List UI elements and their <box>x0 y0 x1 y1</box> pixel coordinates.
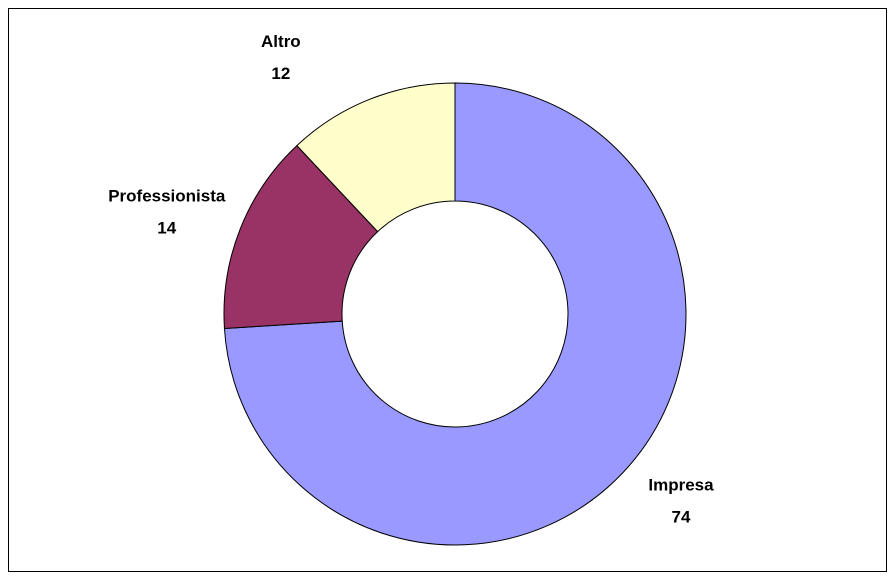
data-label-name: Altro <box>261 32 301 51</box>
data-label-name: Professionista <box>108 186 226 205</box>
data-label-value: 74 <box>672 508 691 527</box>
donut-slice <box>296 82 456 233</box>
data-label-value: 14 <box>157 218 176 237</box>
data-label-name: Impresa <box>648 476 714 495</box>
data-label-value: 12 <box>271 64 290 83</box>
donut-slice <box>223 82 687 546</box>
